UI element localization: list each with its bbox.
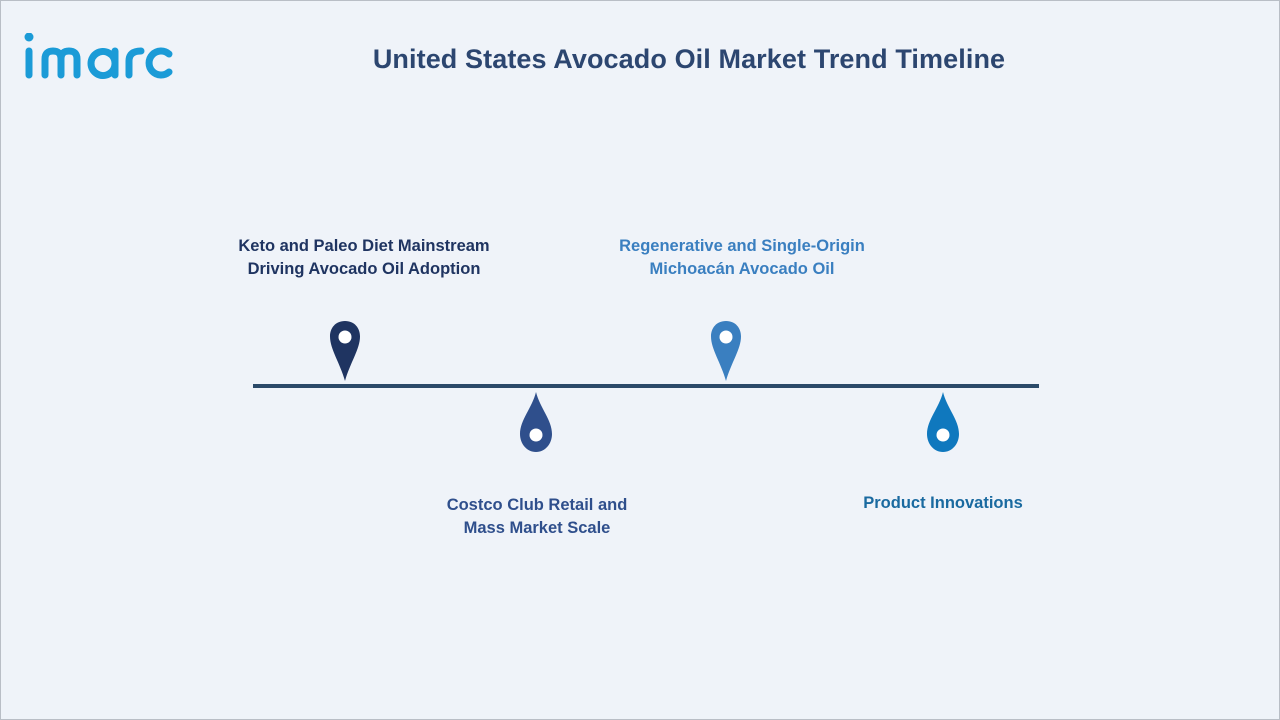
droplet-icon [520, 392, 552, 452]
timeline-label-3: Regenerative and Single-Origin Michoacán… [619, 237, 865, 278]
map-pin-icon [711, 321, 741, 381]
timeline-label-4: Product Innovations [863, 494, 1023, 512]
timeline-axis [253, 384, 1039, 388]
page-title: United States Avocado Oil Market Trend T… [372, 44, 1006, 74]
map-pin-icon [330, 321, 360, 381]
timeline-label-2: Costco Club Retail and Mass Market Scale [446, 496, 628, 537]
timeline-label-1: Keto and Paleo Diet Mainstream Driving A… [238, 237, 490, 278]
imarc-logo [24, 33, 173, 79]
droplet-icon [927, 392, 959, 452]
